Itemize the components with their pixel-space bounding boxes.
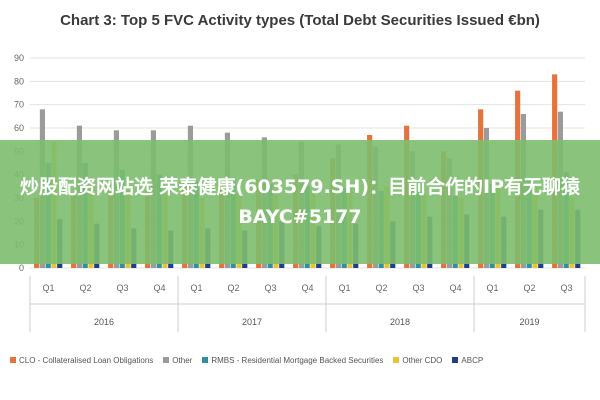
y-tick-label: 70 [14, 100, 24, 110]
y-tick-label: 90 [14, 53, 24, 63]
banner-text: 炒股配资网站选 荣泰健康(603579.SH)：目前合作的IP有无聊猿BAYC#… [19, 176, 581, 228]
x-tick-label: Q2 [79, 283, 91, 293]
chart-legend: CLO - Collateralised Loan Obligations Oth… [10, 352, 595, 368]
legend-swatch [202, 357, 209, 363]
legend-item: Other [163, 356, 192, 365]
chart-title: Chart 3: Top 5 FVC Activity types (Total… [60, 12, 540, 29]
legend-item: RMBS - Residential Mortgage Backed Secur… [202, 356, 383, 365]
x-tick-label: Q3 [264, 283, 276, 293]
legend-item: Other CDO [393, 356, 442, 365]
year-label: 2016 [94, 317, 114, 327]
x-tick-label: Q1 [486, 283, 498, 293]
x-tick-label: Q4 [449, 283, 461, 293]
x-tick-label: Q1 [42, 283, 54, 293]
y-tick-label: 0 [19, 263, 24, 273]
x-tick-label: Q4 [153, 283, 165, 293]
x-tick-label: Q2 [375, 283, 387, 293]
x-tick-label: Q4 [301, 283, 313, 293]
x-tick-label: Q1 [190, 283, 202, 293]
legend-item: CLO - Collateralised Loan Obligations [10, 356, 153, 365]
x-tick-label: Q3 [412, 283, 424, 293]
legend-label: ABCP [461, 355, 484, 365]
legend-swatch [163, 357, 170, 363]
legend-label: RMBS - Residential Mortgage Backed Secur… [211, 355, 384, 365]
legend-item: ABCP [452, 356, 483, 365]
x-tick-label: Q1 [338, 283, 350, 293]
legend-label: Other CDO [402, 355, 443, 365]
legend-swatch [10, 357, 16, 363]
y-tick-label: 60 [14, 123, 24, 133]
year-label: 2018 [390, 317, 410, 327]
legend-swatch [452, 357, 459, 363]
x-tick-label: Q2 [523, 283, 535, 293]
x-tick-label: Q3 [116, 283, 128, 293]
legend-swatch [393, 357, 400, 363]
year-label: 2019 [519, 317, 539, 327]
legend-label: CLO - Collateralised Loan Obligations [19, 355, 154, 365]
labels-layer: 0102030405060708090Q1Q2Q3Q4Q1Q2Q3Q4Q1Q2Q… [14, 53, 573, 327]
x-tick-label: Q3 [560, 283, 572, 293]
overlay-banner: 炒股配资网站选 荣泰健康(603579.SH)：目前合作的IP有无聊猿BAYC#… [0, 140, 600, 264]
x-tick-label: Q2 [227, 283, 239, 293]
legend-label: Other [172, 355, 193, 365]
y-tick-label: 80 [14, 76, 24, 86]
year-label: 2017 [242, 317, 262, 327]
